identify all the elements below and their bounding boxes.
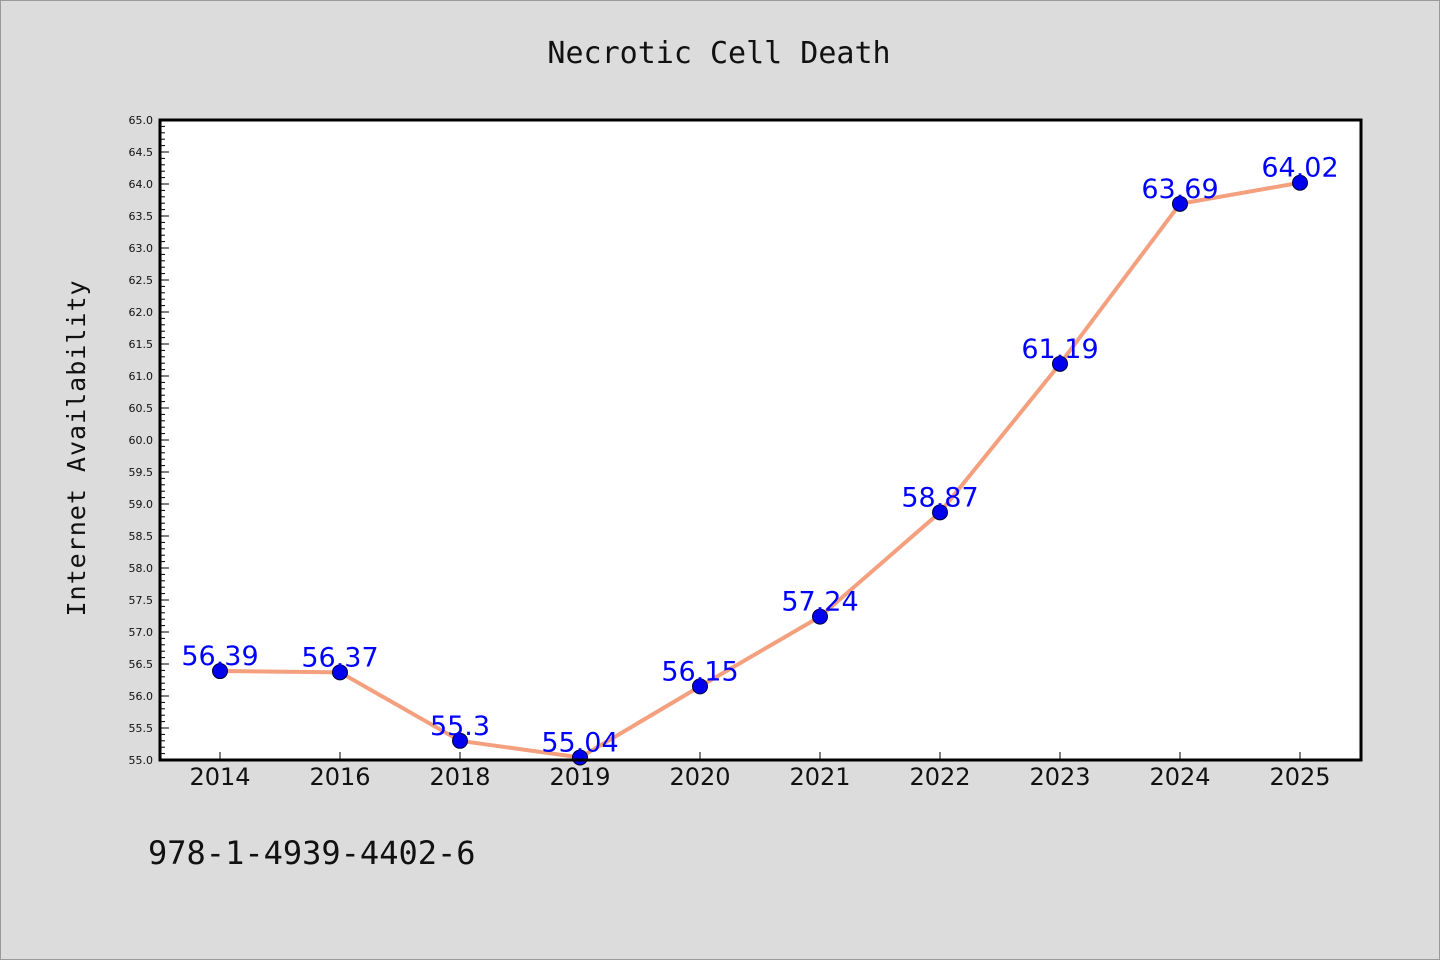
data-point-marker [1292,174,1308,191]
y-tick-label: 58.0 [129,562,154,575]
x-tick-label: 2021 [789,763,850,791]
data-label: 56.37 [301,642,378,673]
data-label: 61.19 [1021,334,1098,365]
y-axis-ticks: 55.0 55.5 56.0 56.5 57.0 57.5 58.0 58.5 59.0 59.5… [129,114,169,767]
x-axis-ticks: 2014 2016 2018 2019 2020 2021 2022 2023 2024 2025 [189,752,1331,791]
y-tick-label: 58.5 [129,530,154,543]
data-label: 56.15 [661,656,738,687]
y-tick-label: 61.0 [129,370,154,383]
isbn-text: 978-1-4939-4402-6 [148,834,476,872]
y-tick-label: 64.5 [129,146,154,159]
y-tick-label: 62.0 [129,306,154,319]
x-tick-label: 2019 [549,763,610,791]
x-tick-label: 2024 [1149,763,1210,791]
y-tick-label: 64.0 [129,178,154,191]
y-tick-label: 63.5 [129,210,154,223]
data-label: 63.69 [1141,174,1218,205]
data-point-marker [332,664,348,681]
chart-title: Necrotic Cell Death [547,36,890,71]
y-tick-label: 65.0 [129,114,154,127]
x-tick-label: 2016 [309,763,370,791]
data-point-marker [812,608,828,625]
y-tick-label: 57.0 [129,626,154,639]
y-tick-label: 62.5 [129,274,154,287]
data-point-marker [1052,355,1068,372]
series-line-group [212,174,1308,766]
data-point-marker [932,504,948,521]
y-tick-label: 63.0 [129,242,154,255]
data-label: 55.04 [541,727,618,758]
y-tick-label: 55.5 [129,722,154,735]
data-label: 55.3 [430,711,490,742]
data-label: 58.87 [901,482,978,513]
data-labels-group: 56.39 56.37 55.3 55.04 56.15 57.24 58.87 61.19 6… [181,153,1338,759]
data-point-marker [692,678,708,695]
y-tick-label: 57.5 [129,594,154,607]
x-tick-label: 2025 [1269,763,1330,791]
data-label: 57.24 [781,587,858,618]
data-label: 64.02 [1261,153,1338,184]
data-label: 56.39 [181,641,258,672]
series-line [219,180,1301,760]
y-tick-label: 56.5 [129,658,154,671]
x-tick-label: 2014 [189,763,250,791]
plot-border [158,118,1363,762]
y-tick-label: 59.0 [129,498,154,511]
y-tick-label: 60.5 [129,402,154,415]
data-point-marker [452,732,468,749]
y-tick-label: 55.0 [129,754,154,767]
x-tick-label: 2022 [909,763,970,791]
y-tick-label: 60.0 [129,434,154,447]
x-tick-label: 2018 [429,763,490,791]
data-point-marker [212,663,228,680]
data-point-marker [1172,195,1188,212]
y-axis-label: Internet Availability [62,279,91,616]
y-tick-label: 56.0 [129,690,154,703]
y-tick-label: 61.5 [129,338,154,351]
x-tick-label: 2020 [669,763,730,791]
y-tick-label: 59.5 [129,466,154,479]
x-tick-label: 2023 [1029,763,1090,791]
